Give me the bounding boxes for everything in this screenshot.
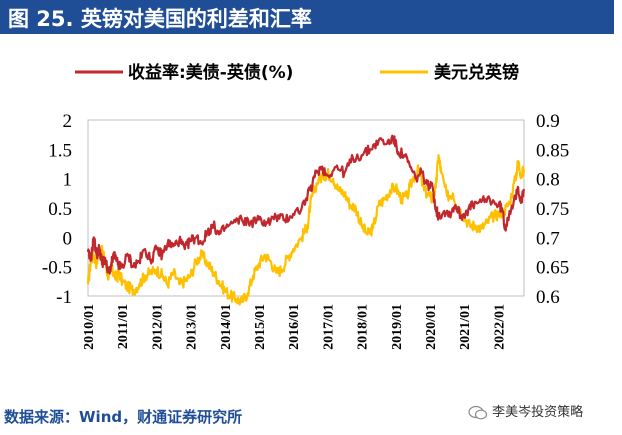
x-tick-label: 2019/01 [390, 304, 405, 350]
left-tick-label: 1 [63, 170, 73, 191]
source-note: 数据来源：Wind，财通证券研究所 [4, 408, 243, 426]
chart-title: 图 25. 英镑对美国的利差和汇率 [8, 7, 312, 31]
left-axis: 2 1.5 1 0.5 0 -0.5 -1 [42, 111, 72, 308]
legend-label-fx: 美元兑英镑 [434, 62, 519, 83]
series-line-spread [86, 134, 525, 275]
x-tick-label: 2020/01 [424, 304, 439, 350]
wechat-icon [468, 405, 488, 419]
left-tick-label: -1 [56, 287, 72, 308]
x-tick-label: 2022/01 [492, 304, 507, 350]
left-tick-label: 0 [63, 228, 73, 249]
left-tick-label: 1.5 [48, 140, 72, 161]
right-tick-label: 0.7 [536, 228, 560, 249]
right-tick-label: 0.9 [536, 111, 560, 132]
right-axis: 0.9 0.85 0.8 0.75 0.7 0.65 0.6 [536, 111, 569, 308]
right-tick-label: 0.85 [536, 140, 569, 161]
x-tick-label: 2015/01 [253, 304, 268, 350]
watermark: 李美岑投资策略 [468, 401, 583, 420]
series-layer [86, 134, 526, 306]
x-tick-label: 2014/01 [219, 304, 234, 350]
x-tick-label: 2012/01 [150, 304, 165, 350]
x-tick-label: 2017/01 [321, 304, 336, 350]
left-tick-label: 2 [63, 111, 73, 132]
x-tick-label: 2010/01 [82, 304, 97, 350]
right-tick-label: 0.6 [536, 287, 560, 308]
chart: 收益率:美债-英债(%) 美元兑英镑 21.510.50-0.5-1 0.90.… [42, 62, 569, 350]
x-tick-label: 2011/01 [116, 304, 131, 349]
legend: 收益率:美债-英债(%) 美元兑英镑 [75, 62, 519, 83]
x-tick-label: 2018/01 [356, 304, 371, 350]
left-tick-label: -0.5 [42, 258, 72, 279]
series-line-fx [86, 154, 526, 306]
left-tick-label: 0.5 [48, 199, 72, 220]
x-tick-label: 2013/01 [185, 304, 200, 350]
x-tick-label: 2016/01 [287, 304, 302, 350]
x-axis: 2010/01 2011/01 2012/01 2013/01 2014/01 2015/… [82, 304, 507, 350]
watermark-text: 李美岑投资策略 [492, 405, 584, 420]
right-tick-label: 0.75 [536, 199, 569, 220]
x-tick-label: 2021/01 [458, 304, 473, 350]
plot-area [87, 119, 525, 297]
right-tick-label: 0.65 [536, 258, 569, 279]
legend-label-spread: 收益率:美债-英债(%) [128, 62, 293, 83]
right-tick-label: 0.8 [536, 170, 560, 191]
title-bar: 图 25. 英镑对美国的利差和汇率 [0, 0, 614, 34]
